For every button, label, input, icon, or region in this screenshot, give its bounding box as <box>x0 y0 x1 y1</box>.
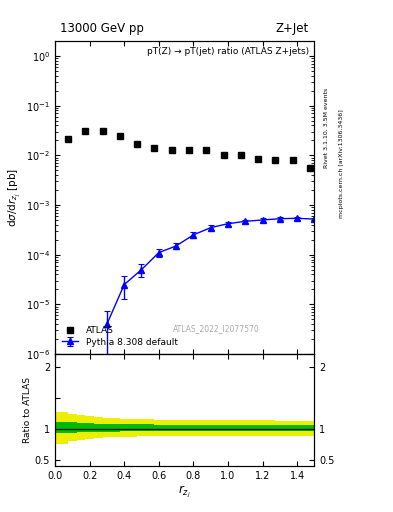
Text: pT(Z) → pT(jet) ratio (ATLAS Z+jets): pT(Z) → pT(jet) ratio (ATLAS Z+jets) <box>147 47 309 56</box>
ATLAS <box>290 157 295 163</box>
Text: Rivet 3.1.10, 3.5M events: Rivet 3.1.10, 3.5M events <box>324 88 329 168</box>
ATLAS <box>83 128 88 134</box>
ATLAS <box>273 157 278 163</box>
ATLAS <box>169 146 174 153</box>
ATLAS <box>256 156 261 162</box>
ATLAS <box>204 146 209 153</box>
ATLAS <box>187 146 191 153</box>
ATLAS <box>239 152 243 158</box>
ATLAS <box>100 128 105 134</box>
ATLAS <box>135 141 140 147</box>
Line: ATLAS: ATLAS <box>65 128 313 172</box>
Text: ATLAS_2022_I2077570: ATLAS_2022_I2077570 <box>173 325 259 333</box>
Legend: ATLAS, Pythia 8.308 default: ATLAS, Pythia 8.308 default <box>59 324 180 350</box>
ATLAS <box>221 152 226 158</box>
ATLAS <box>118 133 122 139</box>
X-axis label: $r_{z_j}$: $r_{z_j}$ <box>178 483 191 500</box>
ATLAS <box>152 145 157 151</box>
Text: mcplots.cern.ch [arXiv:1306.3436]: mcplots.cern.ch [arXiv:1306.3436] <box>339 110 344 218</box>
Y-axis label: Ratio to ATLAS: Ratio to ATLAS <box>23 377 32 443</box>
Text: Z+Jet: Z+Jet <box>276 22 309 35</box>
ATLAS <box>66 136 70 142</box>
ATLAS <box>308 165 312 172</box>
Text: 13000 GeV pp: 13000 GeV pp <box>60 22 144 35</box>
Y-axis label: d$\sigma$/d$r_{z_j}$ [pb]: d$\sigma$/d$r_{z_j}$ [pb] <box>7 168 23 227</box>
